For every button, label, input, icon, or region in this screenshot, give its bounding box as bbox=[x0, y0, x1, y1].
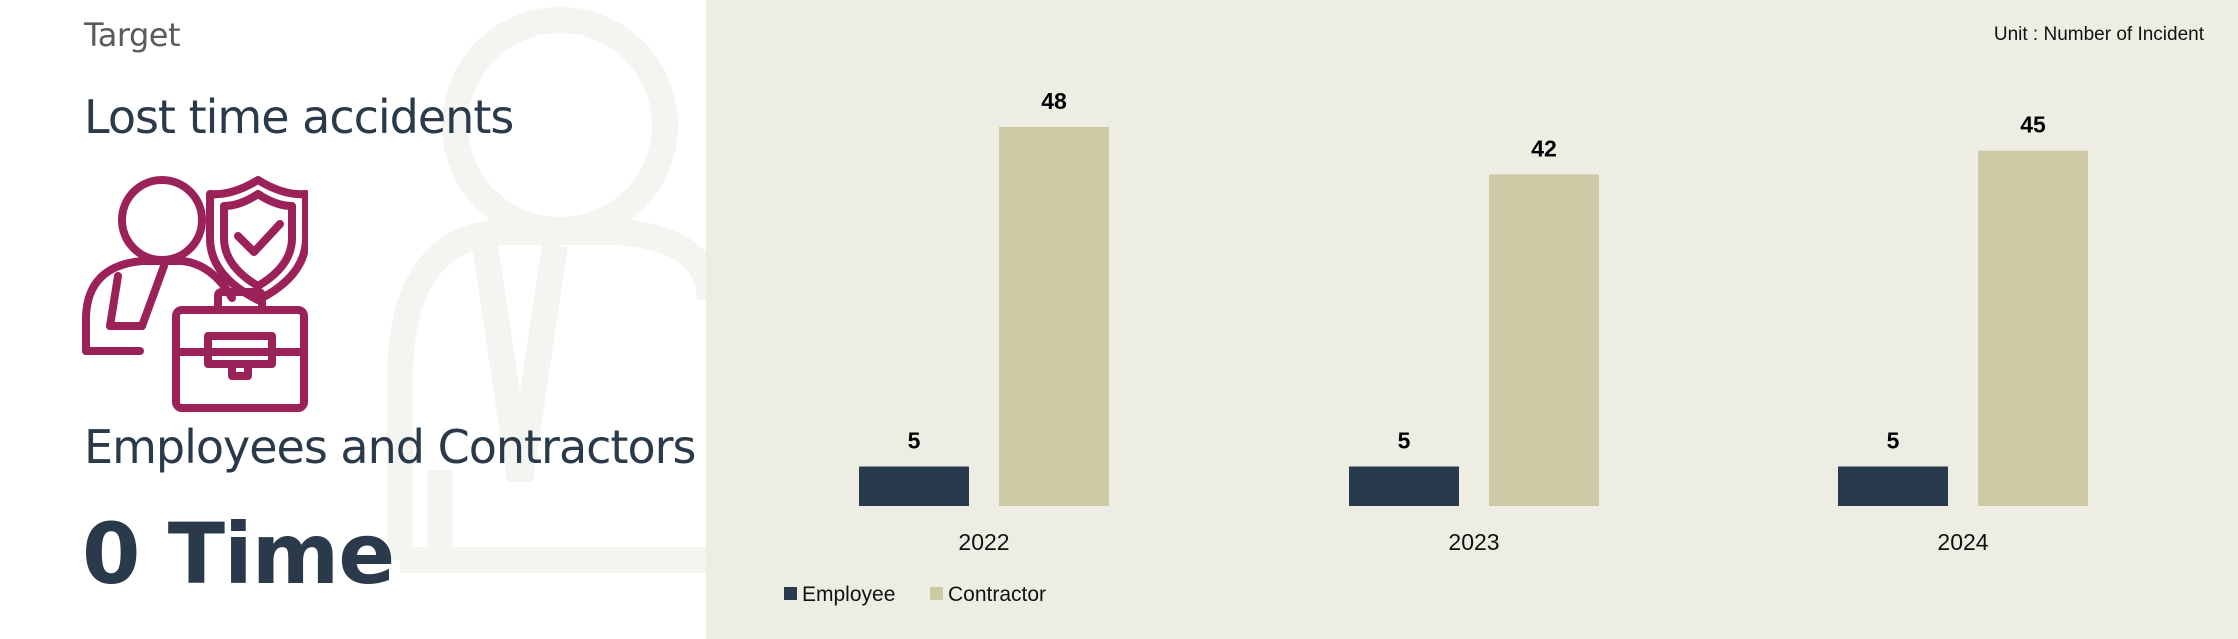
person-watermark-icon bbox=[387, 7, 706, 573]
kpi-title: Lost time accidents bbox=[84, 90, 514, 144]
data-label-contractor-2023: 42 bbox=[1531, 135, 1557, 161]
target-value: 0 Time bbox=[82, 505, 395, 603]
target-panel: Target Lost time accidents Employees and… bbox=[0, 0, 706, 639]
data-label-contractor-2024: 45 bbox=[2020, 112, 2046, 138]
legend-swatch-contractor bbox=[930, 587, 943, 600]
bar-contractor-2023 bbox=[1489, 174, 1599, 506]
legend-swatch-employee bbox=[784, 587, 797, 600]
data-label-employee-2022: 5 bbox=[908, 428, 921, 454]
bar-chart: 5 48 2022 5 42 2023 5 45 2024 Employee Contractor bbox=[784, 88, 2088, 606]
x-tick-label-2022: 2022 bbox=[958, 529, 1009, 555]
kpi-subtitle: Employees and Contractors bbox=[84, 420, 696, 474]
data-label-employee-2024: 5 bbox=[1887, 428, 1900, 454]
data-label-contractor-2022: 48 bbox=[1041, 88, 1067, 114]
bar-contractor-2022 bbox=[999, 127, 1109, 506]
injured-worker-shield-briefcase-icon bbox=[82, 176, 310, 412]
data-label-employee-2023: 5 bbox=[1398, 428, 1411, 454]
target-label: Target bbox=[84, 16, 181, 54]
legend-label-employee: Employee bbox=[802, 583, 895, 606]
unit-label: Unit : Number of Incident bbox=[1993, 24, 2204, 45]
bar-employee-2024 bbox=[1838, 466, 1948, 506]
x-tick-label-2024: 2024 bbox=[1937, 529, 1988, 555]
legend-label-contractor: Contractor bbox=[948, 583, 1046, 606]
x-tick-label-2023: 2023 bbox=[1448, 529, 1499, 555]
chart-panel: Unit : Number of Incident 5 48 2022 5 42 2023… bbox=[706, 0, 2238, 639]
bar-employee-2022 bbox=[859, 466, 969, 506]
bar-employee-2023 bbox=[1349, 466, 1459, 506]
bar-contractor-2024 bbox=[1978, 150, 2088, 506]
